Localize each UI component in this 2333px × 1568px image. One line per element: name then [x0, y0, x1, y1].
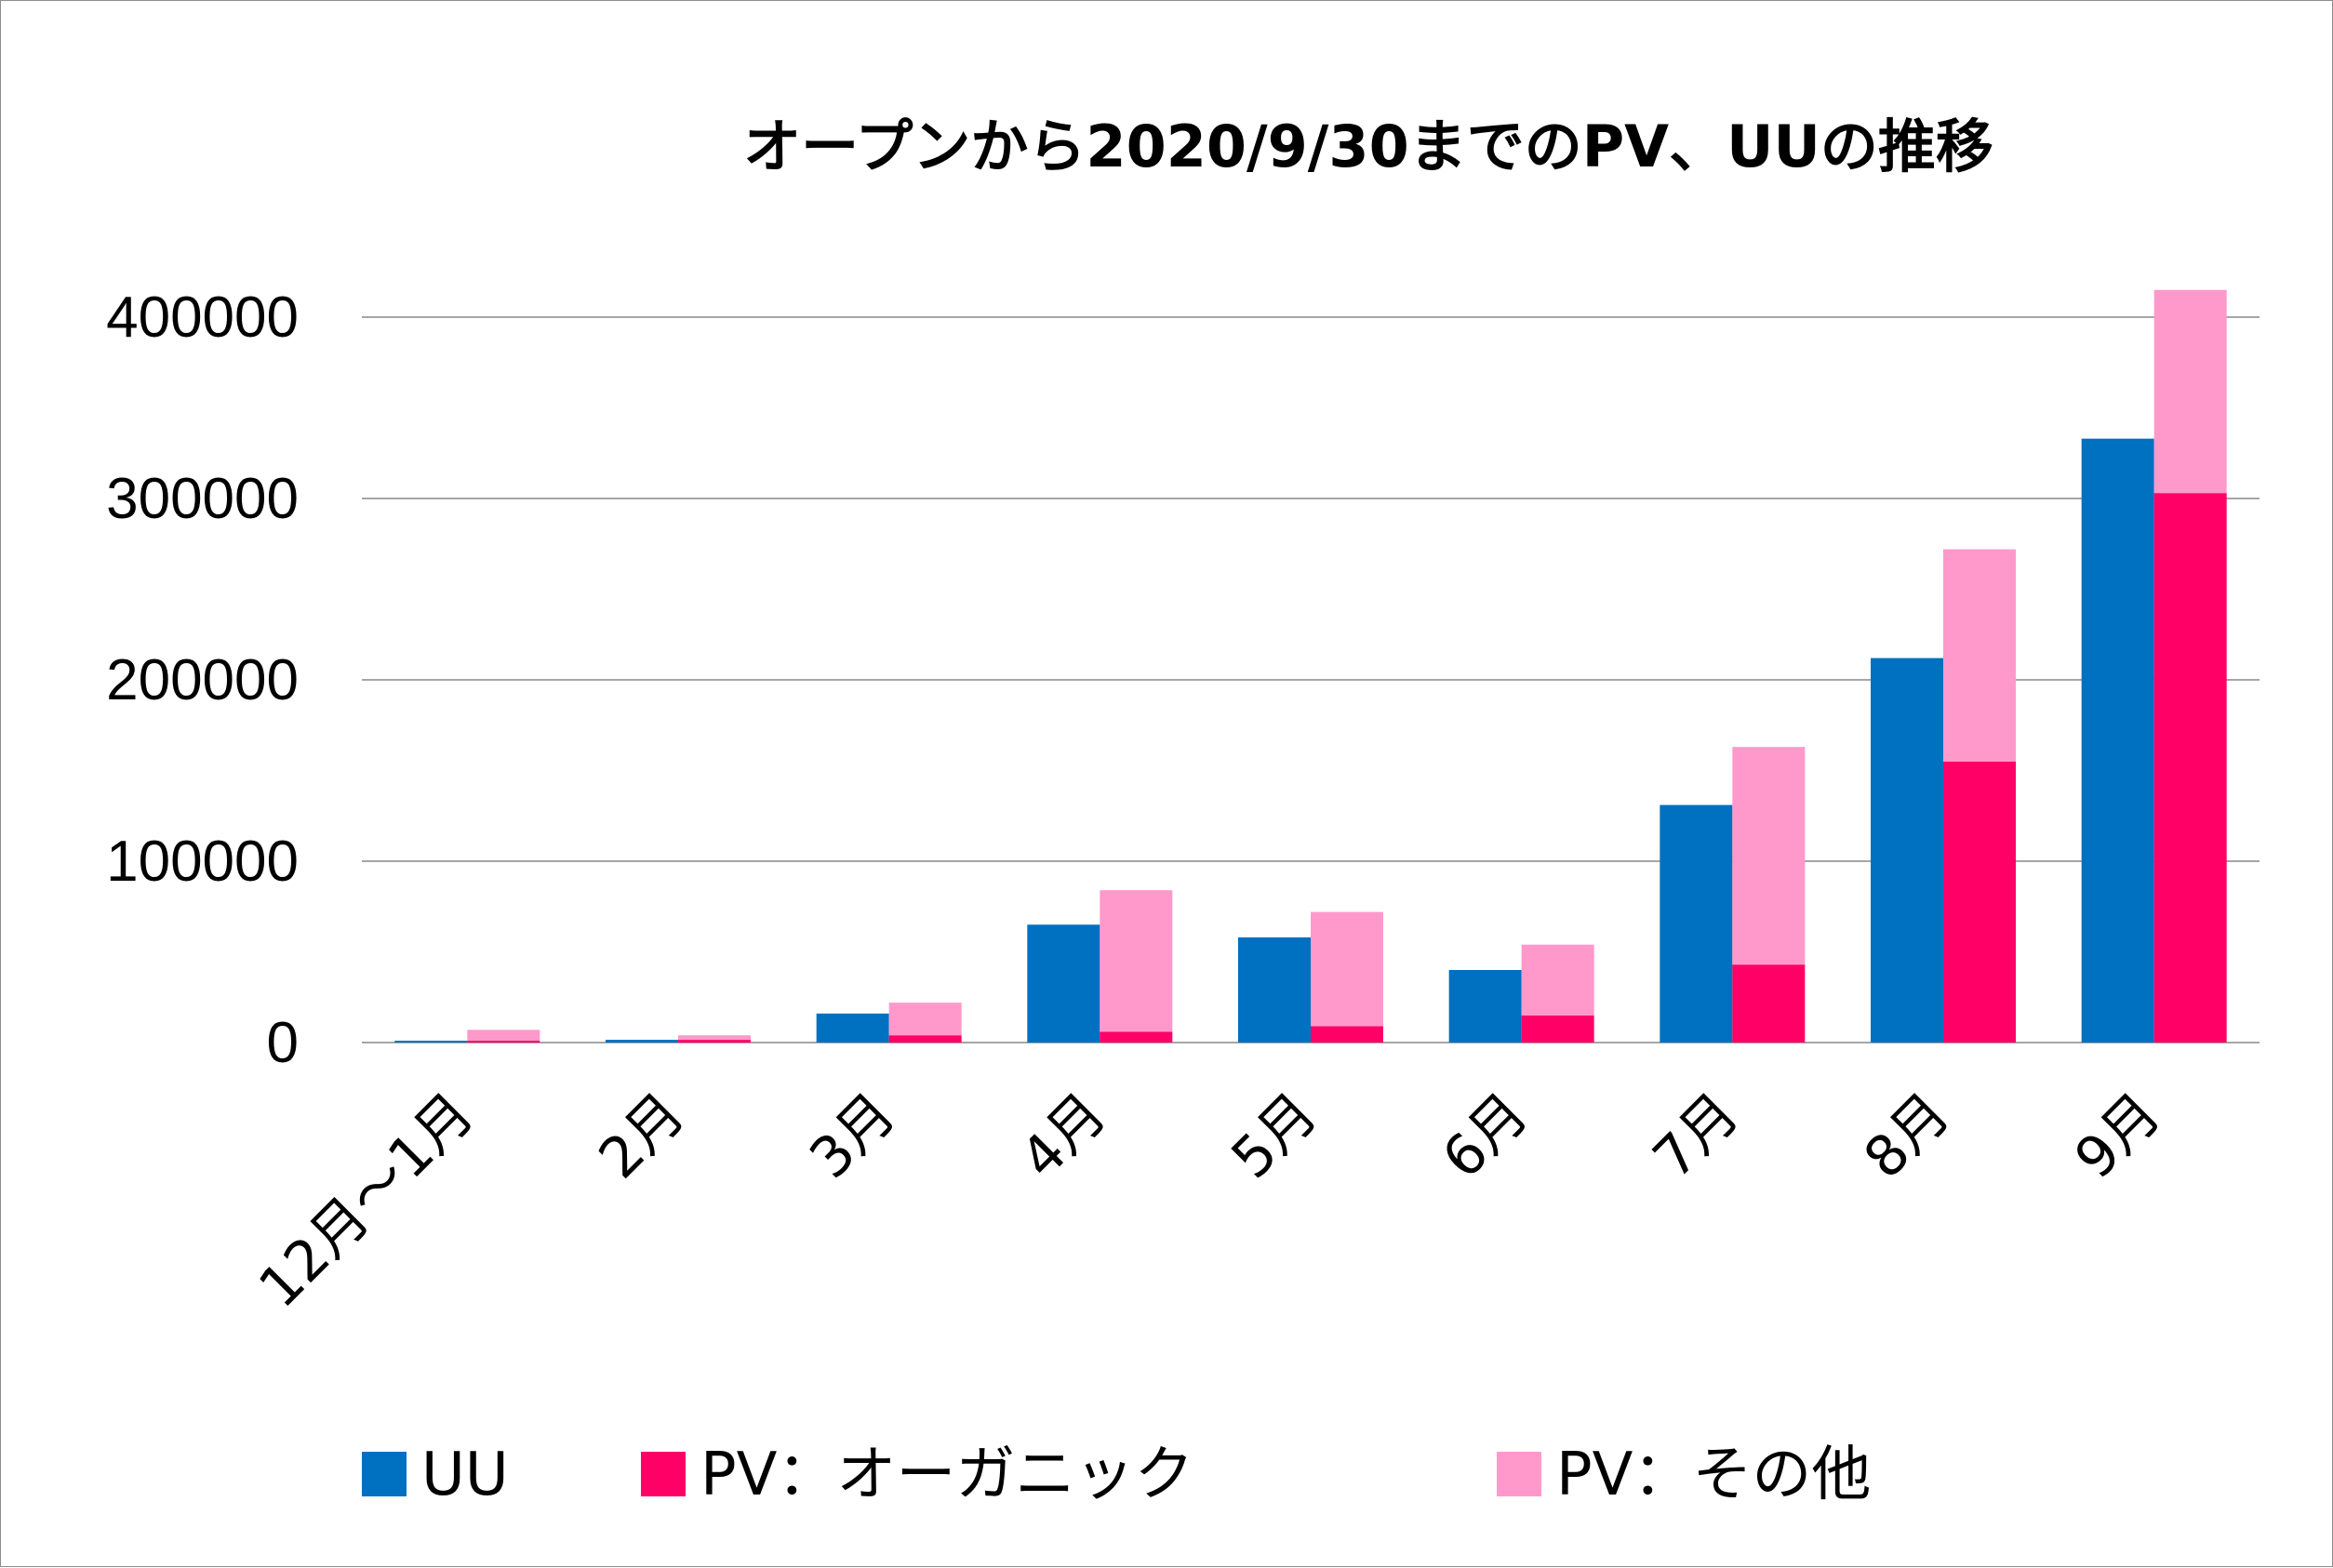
chart-title: オープンから2020/9/30までのPV、UUの推移: [743, 113, 1993, 180]
bar-pv-1: [1100, 1031, 1173, 1043]
bar-pv-2: [1311, 911, 1383, 1027]
y-tick-label: 200000: [106, 648, 299, 712]
bar-pv-1: [888, 1035, 962, 1043]
x-tick-label: 3月: [797, 1081, 908, 1191]
bar-uu-0: [606, 1040, 678, 1043]
legend-swatch: [1497, 1452, 1541, 1496]
bar-pv-2: [1100, 890, 1173, 1032]
legend-label: PV：オーガニック: [700, 1441, 1193, 1509]
bar-pv-1: [467, 1041, 540, 1043]
y-tick-label: 400000: [106, 286, 299, 350]
bar-pv-1: [1521, 1015, 1594, 1043]
bar-uu-0: [1027, 924, 1100, 1043]
x-tick-label: 8月: [1852, 1081, 1963, 1191]
bar-pv-1: [1732, 964, 1806, 1043]
x-tick-label: 6月: [1430, 1081, 1540, 1191]
bars: [394, 289, 2227, 1043]
legend-swatch: [641, 1452, 686, 1496]
bar-uu-0: [1238, 937, 1311, 1043]
bar-uu-0: [816, 1013, 889, 1043]
legend-swatch: [362, 1452, 407, 1496]
bar-pv-2: [1521, 944, 1594, 1016]
bar-uu-0: [1448, 970, 1522, 1043]
bar-pv-2: [1732, 747, 1806, 965]
y-tick-label: 300000: [106, 467, 299, 531]
bar-uu-0: [2081, 438, 2154, 1043]
legend-label: PV：その他: [1556, 1441, 1871, 1509]
y-tick-label: 0: [267, 1011, 299, 1075]
x-tick-label: 5月: [1220, 1081, 1330, 1191]
x-tick-label: 4月: [1008, 1081, 1119, 1191]
x-tick-label: 7月: [1641, 1081, 1752, 1191]
bar-pv-2: [2153, 289, 2227, 494]
y-axis-ticks: 0 100000 200000 300000 400000: [106, 286, 299, 1075]
bar-pv-2: [888, 1003, 962, 1036]
bar-pv-1: [678, 1040, 751, 1043]
y-tick-label: 100000: [106, 830, 299, 894]
bar-pv-1: [1311, 1026, 1383, 1043]
legend-label: UU: [421, 1441, 509, 1509]
x-tick-label: 2月: [587, 1081, 698, 1191]
legend: UU PV：オーガニック PV：その他: [362, 1441, 1871, 1509]
bar-pv-1: [2153, 493, 2227, 1043]
bar-uu-0: [1871, 658, 1943, 1043]
bar-uu-0: [394, 1041, 468, 1043]
x-tick-label: 9月: [2062, 1081, 2173, 1191]
x-tick-label: 12月〜1月: [247, 1081, 487, 1321]
bar-pv-2: [467, 1030, 540, 1042]
bar-pv-2: [678, 1035, 751, 1041]
bar-pv-1: [1943, 761, 2016, 1043]
bar-uu-0: [1660, 804, 1733, 1043]
bar-pv-2: [1943, 549, 2016, 762]
x-axis-ticks: 12月〜1月 2月 3月 4月 5月 6月 7月 8月 9月: [247, 1081, 2173, 1321]
